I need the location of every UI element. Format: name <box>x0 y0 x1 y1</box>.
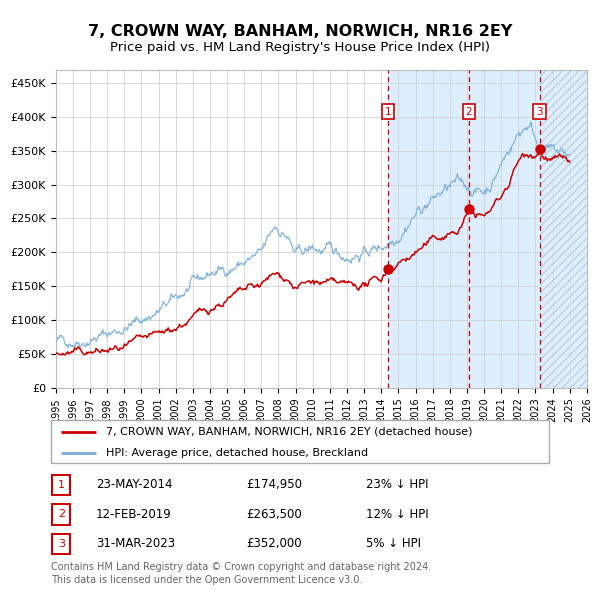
Bar <box>388 70 587 388</box>
Text: 5% ↓ HPI: 5% ↓ HPI <box>366 537 421 550</box>
Text: 23% ↓ HPI: 23% ↓ HPI <box>366 478 428 491</box>
Text: 12-FEB-2019: 12-FEB-2019 <box>96 508 172 521</box>
Text: 7, CROWN WAY, BANHAM, NORWICH, NR16 2EY (detached house): 7, CROWN WAY, BANHAM, NORWICH, NR16 2EY … <box>106 427 472 437</box>
Text: 12% ↓ HPI: 12% ↓ HPI <box>366 508 428 521</box>
Text: 23-MAY-2014: 23-MAY-2014 <box>96 478 173 491</box>
Text: Contains HM Land Registry data © Crown copyright and database right 2024.: Contains HM Land Registry data © Crown c… <box>51 562 431 572</box>
Text: HPI: Average price, detached house, Breckland: HPI: Average price, detached house, Brec… <box>106 448 368 458</box>
Text: 3: 3 <box>58 539 65 549</box>
Text: £174,950: £174,950 <box>246 478 302 491</box>
Text: 7, CROWN WAY, BANHAM, NORWICH, NR16 2EY: 7, CROWN WAY, BANHAM, NORWICH, NR16 2EY <box>88 24 512 38</box>
Text: 1: 1 <box>58 480 65 490</box>
Text: 2: 2 <box>58 510 65 519</box>
Text: £352,000: £352,000 <box>246 537 302 550</box>
Text: Price paid vs. HM Land Registry's House Price Index (HPI): Price paid vs. HM Land Registry's House … <box>110 41 490 54</box>
Text: 2: 2 <box>466 107 472 117</box>
Text: 31-MAR-2023: 31-MAR-2023 <box>96 537 175 550</box>
Text: £263,500: £263,500 <box>246 508 302 521</box>
Text: This data is licensed under the Open Government Licence v3.0.: This data is licensed under the Open Gov… <box>51 575 362 585</box>
Text: 3: 3 <box>536 107 543 117</box>
Text: 1: 1 <box>385 107 391 117</box>
